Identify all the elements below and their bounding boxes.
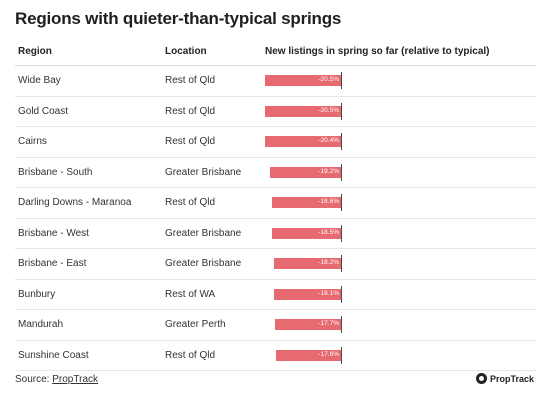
bar-data-label: -17.6%: [318, 350, 339, 358]
source-link[interactable]: PropTrack: [52, 374, 99, 385]
logo-text: PropTrack: [489, 373, 534, 384]
region-cell: Cairns: [18, 136, 47, 147]
location-cell: Greater Perth: [165, 319, 226, 330]
region-cell: Brisbane - West: [18, 227, 89, 239]
bar: [275, 319, 341, 330]
table-row: Bunbury Rest of WA -18.1%: [15, 280, 536, 310]
header-location: Location: [165, 46, 207, 57]
bar: [265, 105, 341, 117]
bar-cell: -20.5%: [265, 66, 355, 96]
location-cell: Rest of Qld: [165, 136, 216, 147]
bar: [265, 136, 341, 147]
zero-line: [341, 316, 342, 333]
table-row: Mandurah Greater Perth -17.7%: [15, 310, 536, 341]
bar-cell: -18.6%: [265, 188, 355, 218]
bar-data-label: -20.5%: [318, 106, 339, 114]
table-row: Sunshine Coast Rest of Qld -17.6%: [15, 341, 536, 371]
region-cell: Wide Bay: [18, 75, 61, 86]
bar: [272, 197, 341, 208]
zero-line: [341, 194, 342, 211]
location-cell: Greater Brisbane: [165, 166, 242, 178]
region-cell: Brisbane - East: [18, 258, 87, 269]
zero-line: [341, 102, 342, 120]
table-body: Wide Bay Rest of Qld -20.5% Gold Coast Rest …: [15, 66, 536, 371]
region-cell: Brisbane - South: [18, 166, 93, 178]
bar-data-label: -20.4%: [318, 137, 339, 144]
bar-data-label: -18.5%: [318, 228, 339, 236]
bar-data-label: -20.5%: [318, 76, 339, 83]
location-cell: Greater Brisbane: [165, 258, 242, 269]
bar-cell: -18.1%: [265, 280, 355, 310]
bar-cell: -18.5%: [265, 219, 355, 249]
zero-line: [341, 72, 342, 89]
bar: [275, 349, 341, 361]
source-prefix: Source:: [15, 374, 53, 385]
bar: [269, 166, 341, 178]
table-row: Darling Downs - Maranoa Rest of Qld -18.6%: [15, 188, 536, 219]
region-cell: Darling Downs - Maranoa: [18, 197, 132, 208]
header-region: Region: [18, 46, 52, 57]
source-note: Source: PropTrack: [15, 374, 98, 385]
bar-cell: -20.5%: [265, 97, 355, 127]
bar-data-label: -18.1%: [318, 289, 339, 297]
bar-cell: -18.2%: [265, 249, 355, 279]
table-row: Wide Bay Rest of Qld -20.5%: [15, 66, 536, 97]
bar-data-label: -19.2%: [318, 167, 339, 175]
location-cell: Rest of Qld: [165, 197, 216, 208]
region-cell: Sunshine Coast: [18, 349, 89, 361]
location-cell: Rest of Qld: [165, 349, 216, 361]
zero-line: [341, 163, 342, 181]
bar-cell: -17.6%: [265, 341, 355, 371]
listings-table: Region Location New listings in spring s…: [15, 38, 536, 371]
bar: [273, 258, 341, 269]
table-row: Brisbane - West Greater Brisbane -18.5%: [15, 219, 536, 249]
bar-cell: -20.4%: [265, 127, 355, 157]
table-row: Cairns Rest of Qld -20.4%: [15, 127, 536, 158]
region-cell: Bunbury: [18, 288, 56, 300]
zero-line: [341, 224, 342, 242]
proptrack-logo: PropTrack: [475, 373, 534, 384]
location-cell: Greater Brisbane: [165, 227, 242, 239]
bar: [265, 75, 341, 86]
zero-line: [341, 133, 342, 150]
location-cell: Rest of WA: [165, 288, 216, 300]
bar-data-label: -17.7%: [318, 320, 339, 327]
table-row: Brisbane - South Greater Brisbane -19.2%: [15, 158, 536, 188]
header-new-listings: New listings in spring so far (relative …: [265, 46, 490, 57]
zero-line: [341, 346, 342, 364]
bar-cell: -19.2%: [265, 158, 355, 188]
bar-data-label: -18.2%: [318, 259, 339, 266]
region-cell: Mandurah: [18, 319, 64, 330]
region-cell: Gold Coast: [18, 105, 69, 117]
table-header: Region Location New listings in spring s…: [15, 38, 536, 66]
bar-data-label: -18.6%: [318, 198, 339, 205]
zero-line: [341, 255, 342, 272]
table-row: Brisbane - East Greater Brisbane -18.2%: [15, 249, 536, 280]
chart-title: Regions with quieter-than-typical spring…: [15, 9, 342, 28]
bar: [273, 288, 341, 300]
zero-line: [341, 285, 342, 303]
location-cell: Rest of Qld: [165, 75, 216, 86]
table-row: Gold Coast Rest of Qld -20.5%: [15, 97, 536, 127]
location-cell: Rest of Qld: [165, 105, 216, 117]
bar: [272, 227, 341, 239]
proptrack-logo-icon: [475, 373, 487, 384]
bar-cell: -17.7%: [265, 310, 355, 340]
